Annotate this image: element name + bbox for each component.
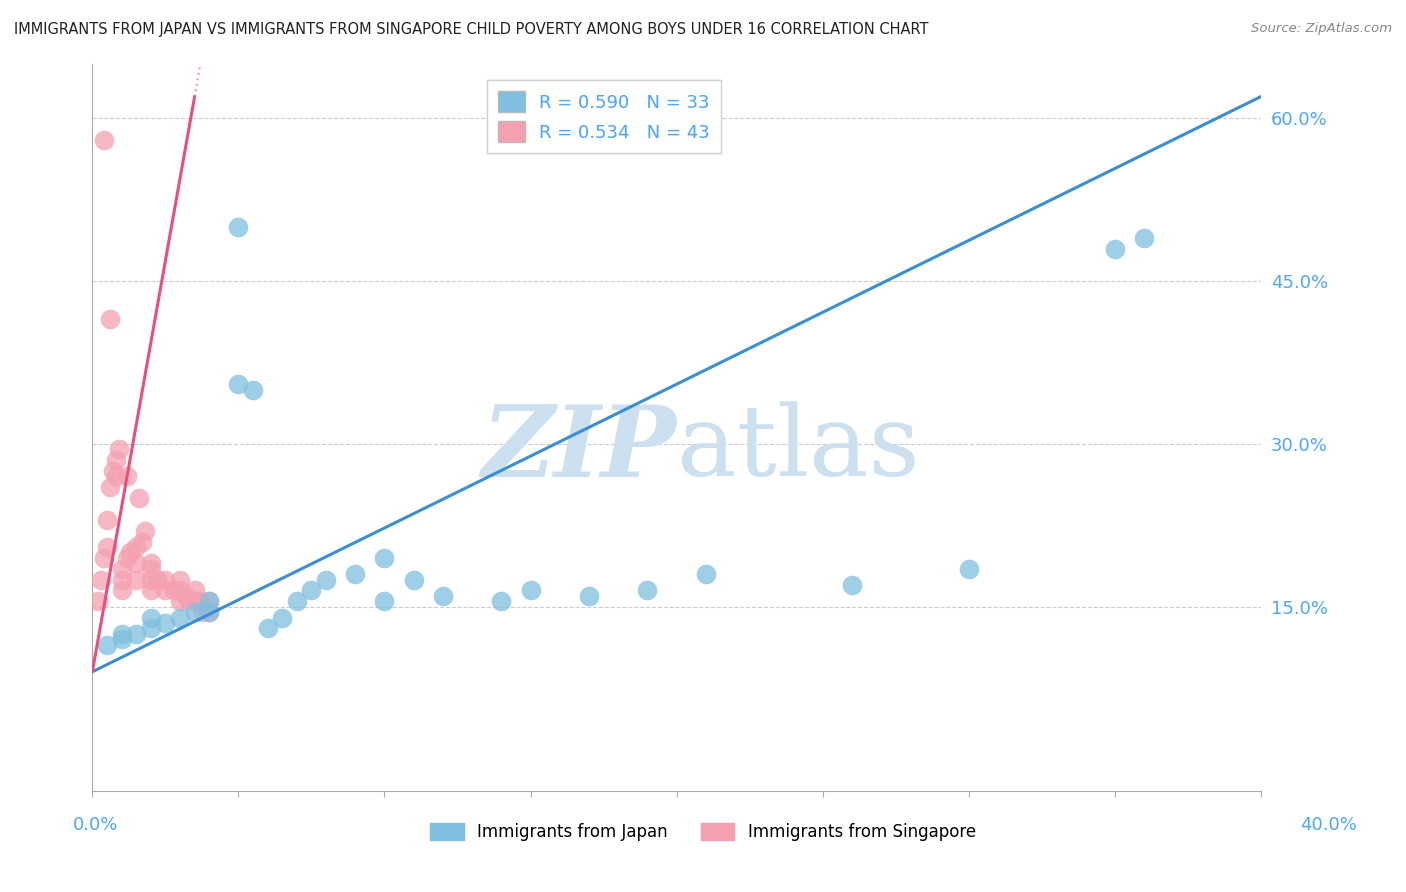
Point	[155, 583, 177, 598]
Point	[96, 513, 118, 527]
Point	[98, 312, 121, 326]
Point	[402, 573, 425, 587]
Legend: R = 0.590   N = 33, R = 0.534   N = 43: R = 0.590 N = 33, R = 0.534 N = 43	[486, 80, 721, 153]
Point	[134, 524, 156, 538]
Point	[256, 621, 278, 635]
Point	[301, 583, 323, 598]
Point	[344, 567, 367, 582]
Point	[110, 583, 132, 598]
Point	[90, 573, 112, 587]
Point	[107, 442, 129, 457]
Text: ZIP: ZIP	[482, 401, 676, 498]
Point	[96, 638, 118, 652]
Point	[110, 632, 132, 647]
Point	[110, 627, 132, 641]
Point	[285, 594, 308, 608]
Point	[198, 594, 221, 608]
Point	[110, 573, 132, 587]
Point	[139, 556, 162, 570]
Point	[198, 594, 221, 608]
Point	[183, 594, 205, 608]
Point	[139, 621, 162, 635]
Point	[957, 562, 980, 576]
Point	[110, 562, 132, 576]
Point	[519, 583, 541, 598]
Point	[145, 573, 167, 587]
Point	[169, 583, 191, 598]
Point	[373, 550, 395, 565]
Point	[169, 610, 191, 624]
Point	[139, 573, 162, 587]
Point	[125, 540, 148, 554]
Point	[228, 377, 250, 392]
Point	[104, 453, 127, 467]
Text: atlas: atlas	[676, 401, 920, 498]
Point	[104, 469, 127, 483]
Text: Source: ZipAtlas.com: Source: ZipAtlas.com	[1251, 22, 1392, 36]
Point	[174, 589, 197, 603]
Point	[432, 589, 454, 603]
Point	[169, 573, 191, 587]
Text: IMMIGRANTS FROM JAPAN VS IMMIGRANTS FROM SINGAPORE CHILD POVERTY AMONG BOYS UNDE: IMMIGRANTS FROM JAPAN VS IMMIGRANTS FROM…	[14, 22, 928, 37]
Text: 40.0%: 40.0%	[1301, 816, 1357, 834]
Point	[578, 589, 600, 603]
Point	[198, 605, 221, 619]
Point	[96, 540, 118, 554]
Point	[177, 594, 200, 608]
Point	[117, 550, 139, 565]
Point	[183, 605, 205, 619]
Point	[131, 534, 153, 549]
Point	[695, 567, 717, 582]
Text: 0.0%: 0.0%	[73, 816, 118, 834]
Point	[120, 545, 142, 559]
Point	[190, 594, 212, 608]
Legend: Immigrants from Japan, Immigrants from Singapore: Immigrants from Japan, Immigrants from S…	[423, 816, 983, 848]
Point	[101, 464, 124, 478]
Point	[1104, 242, 1126, 256]
Point	[163, 583, 186, 598]
Point	[228, 219, 250, 234]
Point	[117, 469, 139, 483]
Point	[93, 133, 115, 147]
Point	[841, 578, 863, 592]
Point	[193, 605, 215, 619]
Point	[373, 594, 395, 608]
Point	[169, 594, 191, 608]
Point	[155, 615, 177, 630]
Point	[198, 605, 221, 619]
Point	[93, 550, 115, 565]
Point	[636, 583, 658, 598]
Point	[155, 573, 177, 587]
Point	[98, 480, 121, 494]
Point	[139, 562, 162, 576]
Point	[139, 583, 162, 598]
Point	[139, 610, 162, 624]
Point	[242, 383, 264, 397]
Point	[1133, 230, 1156, 244]
Point	[128, 491, 150, 505]
Point	[125, 556, 148, 570]
Point	[125, 573, 148, 587]
Point	[271, 610, 294, 624]
Point	[315, 573, 337, 587]
Point	[87, 594, 110, 608]
Point	[183, 583, 205, 598]
Point	[125, 627, 148, 641]
Point	[491, 594, 513, 608]
